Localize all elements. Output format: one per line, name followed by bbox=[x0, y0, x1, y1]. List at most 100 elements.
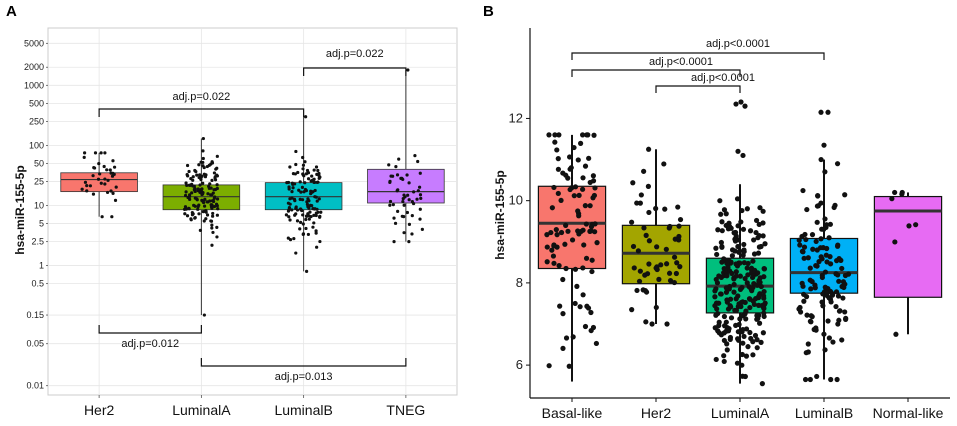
panel-b-data-point bbox=[739, 351, 745, 358]
panel-b-data-point bbox=[842, 309, 848, 315]
panel-b-data-point bbox=[588, 309, 594, 316]
panel-b-data-point bbox=[592, 185, 598, 191]
panel-a-data-point bbox=[396, 209, 400, 213]
panel-b-data-point bbox=[733, 307, 740, 313]
panel-a-data-point bbox=[294, 149, 298, 154]
panel-a-data-point bbox=[416, 189, 420, 193]
panel-b-data-point bbox=[631, 265, 637, 271]
panel-b-data-point bbox=[577, 304, 583, 310]
panel-a-data-point bbox=[215, 235, 219, 239]
panel-a-data-point bbox=[111, 191, 115, 195]
panel-b-data-point bbox=[576, 213, 582, 219]
panel-a-data-point bbox=[314, 231, 318, 235]
panel-a-data-point bbox=[99, 181, 103, 185]
panel-b-data-point bbox=[715, 310, 721, 317]
panel-b-data-point bbox=[733, 261, 739, 267]
panel-b-data-point bbox=[762, 241, 768, 247]
panel-b-x-categories: Basal-like Her2 LuminalA LuminalB Normal-lik… bbox=[542, 398, 944, 421]
panel-a-data-point bbox=[290, 190, 294, 194]
panel-a-data-point bbox=[183, 205, 188, 209]
panel-a-data-point bbox=[301, 167, 305, 171]
panel-b-outlier-point bbox=[740, 152, 746, 159]
panel-a-data-point bbox=[202, 172, 206, 176]
panel-a-data-point bbox=[187, 183, 191, 187]
panel-b-data-point bbox=[842, 281, 848, 287]
panel-a-plot-area bbox=[47, 27, 458, 396]
panel-b-data-point bbox=[568, 165, 574, 171]
panel-b-data-point bbox=[796, 306, 802, 312]
panel-a-data-point bbox=[108, 168, 112, 172]
panel-b-data-point bbox=[721, 265, 727, 272]
panel-b-outlier-point bbox=[821, 142, 827, 148]
panel-b-data-point bbox=[814, 203, 821, 209]
panel-b-data-point bbox=[653, 304, 659, 311]
panel-a-data-point bbox=[394, 165, 398, 169]
panel-b-data-point bbox=[829, 292, 836, 298]
panel-b-data-point bbox=[590, 324, 597, 331]
panel-b-data-point bbox=[743, 353, 750, 359]
panel-a-data-point bbox=[314, 165, 319, 169]
panel-a-y-tick-label: 1000 bbox=[24, 80, 44, 90]
panel-a-data-point bbox=[195, 173, 199, 177]
panel-b-data-point bbox=[555, 156, 561, 162]
panel-b-box-her2 bbox=[621, 146, 691, 327]
panel-b-data-point bbox=[804, 312, 810, 318]
panel-b-y-tick-label: 10 bbox=[509, 193, 523, 208]
panel-b-data-point bbox=[842, 192, 848, 198]
panel-b-data-point bbox=[719, 243, 725, 250]
panel-a-data-point bbox=[111, 171, 115, 175]
panel-b-data-point bbox=[653, 205, 659, 212]
panel-a-data-point bbox=[291, 186, 295, 190]
panel-b-data-point bbox=[827, 221, 833, 227]
panel-b-data-point bbox=[826, 235, 832, 241]
panel-a-data-point bbox=[407, 181, 411, 185]
panel-a-comparison-label: adj.p=0.022 bbox=[326, 48, 384, 60]
panel-a-data-point bbox=[185, 183, 189, 188]
panel-a-data-point bbox=[211, 214, 215, 218]
panel-b-data-point bbox=[747, 329, 753, 336]
panel-b-data-point bbox=[646, 146, 652, 152]
panel-b-data-point bbox=[714, 251, 720, 258]
panel-b-data-point bbox=[823, 222, 830, 228]
panel-a-data-point bbox=[304, 226, 308, 231]
panel-b-data-point bbox=[560, 276, 566, 283]
panel-a-data-point bbox=[109, 189, 113, 193]
panel-b-data-point bbox=[742, 299, 748, 306]
panel-b-data-point bbox=[755, 250, 762, 256]
panel-b-data-point bbox=[575, 157, 581, 163]
panel-a-data-point bbox=[293, 172, 297, 176]
panel-b-data-point bbox=[818, 236, 824, 242]
panel-b-data-point bbox=[641, 168, 647, 174]
panel-a-data-point bbox=[209, 219, 213, 223]
panel-b-data-point bbox=[734, 196, 741, 202]
panel-b-data-point bbox=[677, 264, 683, 270]
panel-b-data-point bbox=[729, 253, 735, 259]
panel-a-data-point bbox=[288, 218, 292, 222]
panel-a-data-point bbox=[419, 196, 423, 200]
panel-a-y-tick-label: 0.01 bbox=[26, 381, 44, 391]
panel-b-data-point bbox=[803, 236, 809, 243]
panel-a-data-point bbox=[103, 177, 107, 181]
panel-b-comparisons: adj.p<0.0001 adj.p<0.0001 adj.p<0.0001 bbox=[571, 38, 825, 93]
panel-b-data-point bbox=[719, 259, 725, 265]
panel-b-data-point bbox=[760, 330, 766, 336]
panel-a-data-point bbox=[410, 199, 414, 204]
panel-b-data-point bbox=[761, 266, 767, 272]
panel-b-data-point bbox=[645, 183, 651, 189]
panel-b-data-point bbox=[740, 340, 746, 346]
panel-b-data-point bbox=[818, 200, 824, 206]
panel-a-data-point bbox=[312, 213, 316, 217]
panel-a-bracket-line bbox=[98, 325, 202, 334]
panel-a-data-point bbox=[294, 251, 298, 255]
panel-a-data-point bbox=[98, 172, 102, 176]
panel-b-data-point bbox=[889, 196, 895, 202]
panel-a-bracket-line bbox=[303, 67, 407, 76]
panel-b-data-point bbox=[580, 175, 586, 181]
panel-a-data-point bbox=[97, 161, 101, 166]
panel-b-data-point bbox=[712, 294, 718, 300]
panel-a-data-point bbox=[397, 157, 401, 161]
panel-a-data-point bbox=[316, 168, 320, 173]
panel-b-data-point bbox=[727, 336, 733, 342]
panel-a-data-point bbox=[212, 188, 216, 192]
panel-b-data-point bbox=[557, 303, 563, 309]
